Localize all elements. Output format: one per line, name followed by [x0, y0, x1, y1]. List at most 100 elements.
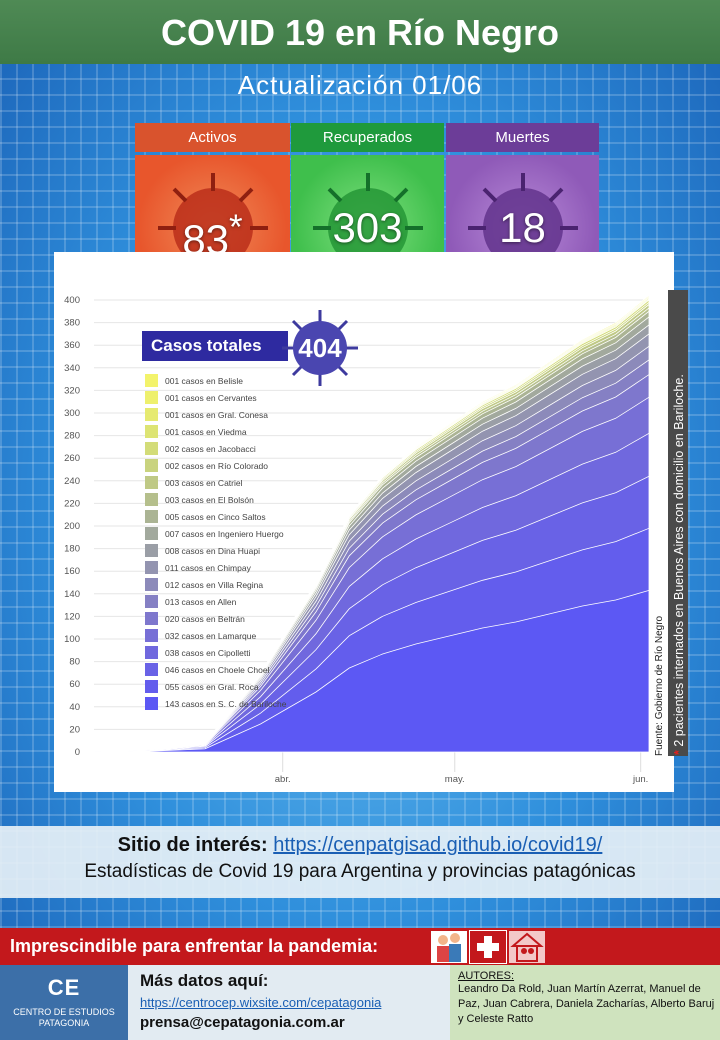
- y-tick-label: 360: [64, 340, 80, 351]
- x-tick-label: may.: [445, 774, 465, 785]
- y-tick-label: 120: [64, 611, 80, 622]
- total-cases-label: Casos totales: [142, 331, 288, 361]
- legend-label: 003 casos en El Bolsón: [165, 494, 254, 505]
- y-tick-label: 240: [64, 476, 80, 487]
- legend-item: 001 casos en Belisle: [145, 372, 295, 389]
- legend-label: 038 casos en Cipolletti: [165, 647, 251, 658]
- y-tick-label: 180: [64, 544, 80, 555]
- legend-swatch: [145, 612, 158, 625]
- legend-label: 001 casos en Cervantes: [165, 392, 257, 403]
- site-line: Sitio de interés: https://cenpatgisad.gi…: [0, 834, 720, 857]
- legend-item: 002 casos en Jacobacci: [145, 440, 295, 457]
- cases-area-chart: 0 20 40 60 80 100 120 140 160 180 200 220 240 260 280 3…: [64, 294, 650, 785]
- sites-section: Sitio de interés: https://cenpatgisad.gi…: [0, 826, 720, 898]
- legend-item: 007 casos en Ingeniero Huergo: [145, 525, 295, 542]
- chart-panel: 0 20 40 60 80 100 120 140 160 180 200 220 240 260 280 3…: [54, 252, 674, 792]
- legend-label: 005 casos en Cinco Saltos: [165, 511, 266, 522]
- legend-swatch: [145, 646, 158, 659]
- legend-label: 012 casos en Villa Regina: [165, 579, 264, 590]
- legend-swatch: [145, 476, 158, 489]
- y-tick-label: 80: [69, 657, 80, 668]
- y-tick-label: 320: [64, 385, 80, 396]
- active-marker: *: [229, 208, 243, 247]
- family-icon: [430, 930, 468, 964]
- legend-label: 002 casos en Río Colorado: [165, 460, 269, 471]
- y-tick-label: 200: [64, 521, 80, 532]
- recovered-label: Recuperados: [291, 123, 444, 152]
- legend-label: 007 casos en Ingeniero Huergo: [165, 528, 284, 539]
- active-label: Activos: [135, 123, 290, 152]
- virus-icon: [282, 310, 358, 386]
- legend-item: 046 casos en Choele Choel: [145, 661, 295, 678]
- deaths-value: 18: [499, 204, 546, 251]
- legend-label: 001 casos en Viedma: [165, 426, 247, 437]
- pandemic-banner: Imprescindible para enfrentar la pandemi…: [0, 928, 720, 965]
- note-text: 2 pacientes internados en Buenos Aires c…: [672, 374, 686, 751]
- x-tick-label: jun.: [632, 774, 648, 785]
- legend-swatch: [145, 697, 158, 710]
- y-tick-label: 100: [64, 634, 80, 645]
- chart-legend: 001 casos en Belisle 001 casos en Cervant…: [145, 372, 295, 712]
- legend-swatch: [145, 374, 158, 387]
- legend-swatch: [145, 663, 158, 676]
- legend-item: 038 casos en Cipolletti: [145, 644, 295, 661]
- header-bar: COVID 19 en Río Negro: [0, 0, 720, 64]
- legend-label: 001 casos en Belisle: [165, 375, 243, 386]
- site-label: Sitio de interés:: [117, 834, 268, 856]
- legend-label: 001 casos en Gral. Conesa: [165, 409, 269, 420]
- authors-list: Leandro Da Rold, Juan Martín Azerrat, Ma…: [458, 983, 715, 1025]
- hospitalized-note: * 2 pacientes internados en Buenos Aires…: [672, 290, 686, 755]
- health-cross-icon: [469, 930, 507, 964]
- legend-swatch: [145, 493, 158, 506]
- legend-item: 055 casos en Gral. Roca: [145, 678, 295, 695]
- y-tick-label: 280: [64, 431, 80, 442]
- logo: CE: [47, 975, 81, 1000]
- legend-item: 001 casos en Viedma: [145, 423, 295, 440]
- area-series: [93, 589, 650, 753]
- legend-item: 008 casos en Dina Huapi: [145, 542, 295, 559]
- legend-item: 003 casos en El Bolsón: [145, 491, 295, 508]
- legend-item: 013 casos en Allen: [145, 593, 295, 610]
- legend-label: 013 casos en Allen: [165, 596, 237, 607]
- legend-item: 032 casos en Lamarque: [145, 627, 295, 644]
- authors-label: AUTORES:: [458, 970, 515, 982]
- update-date: Actualización 01/06: [237, 70, 483, 100]
- more-data-label: Más datos aquí:: [140, 971, 269, 990]
- legend-swatch: [145, 425, 158, 438]
- legend-item: 011 casos en Chimpay: [145, 559, 295, 576]
- legend-item: 020 casos en Beltrán: [145, 610, 295, 627]
- legend-item: 001 casos en Cervantes: [145, 389, 295, 406]
- y-tick-label: 0: [75, 747, 80, 758]
- legend-item: 012 casos en Villa Regina: [145, 576, 295, 593]
- legend-label: 032 casos en Lamarque: [165, 630, 257, 641]
- virus-icon: [312, 172, 423, 283]
- legend-swatch: [145, 595, 158, 608]
- legend-swatch: [145, 391, 158, 404]
- legend-swatch: [145, 578, 158, 591]
- contact-email[interactable]: prensa@cepatagonia.com.ar: [140, 1014, 345, 1031]
- legend-label: 046 casos en Choele Choel: [165, 664, 270, 675]
- x-tick-label: abr.: [275, 774, 291, 785]
- y-tick-label: 300: [64, 408, 80, 419]
- y-tick-label: 340: [64, 363, 80, 374]
- y-tick-label: 220: [64, 498, 80, 509]
- y-tick-label: 160: [64, 566, 80, 577]
- authors-block: AUTORES: Leandro Da Rold, Juan Martín Az…: [450, 965, 720, 1040]
- legend-swatch: [145, 459, 158, 472]
- legend-swatch: [145, 510, 158, 523]
- site-description: Estadísticas de Covid 19 para Argentina …: [84, 861, 636, 882]
- legend-item: 005 casos en Cinco Saltos: [145, 508, 295, 525]
- note-bar: [668, 290, 688, 756]
- y-tick-label: 380: [64, 318, 80, 329]
- logo-text: CENTRO DE ESTUDIOS PATAGONIA: [13, 1007, 115, 1028]
- more-data-link[interactable]: https://centrocep.wixsite.com/cepatagoni…: [140, 995, 382, 1010]
- total-cases-badge: 404: [280, 308, 360, 388]
- logo-block: CE CENTRO DE ESTUDIOS PATAGONIA: [0, 965, 128, 1040]
- y-tick-label: 20: [69, 724, 80, 735]
- legend-label: 003 casos en Catriel: [165, 477, 243, 488]
- legend-label: 011 casos en Chimpay: [165, 562, 251, 573]
- legend-label: 008 casos en Dina Huapi: [165, 545, 260, 556]
- total-cases-value: 404: [298, 333, 342, 363]
- site-link[interactable]: https://cenpatgisad.github.io/covid19/: [273, 834, 603, 856]
- recovered-value: 303: [332, 204, 403, 251]
